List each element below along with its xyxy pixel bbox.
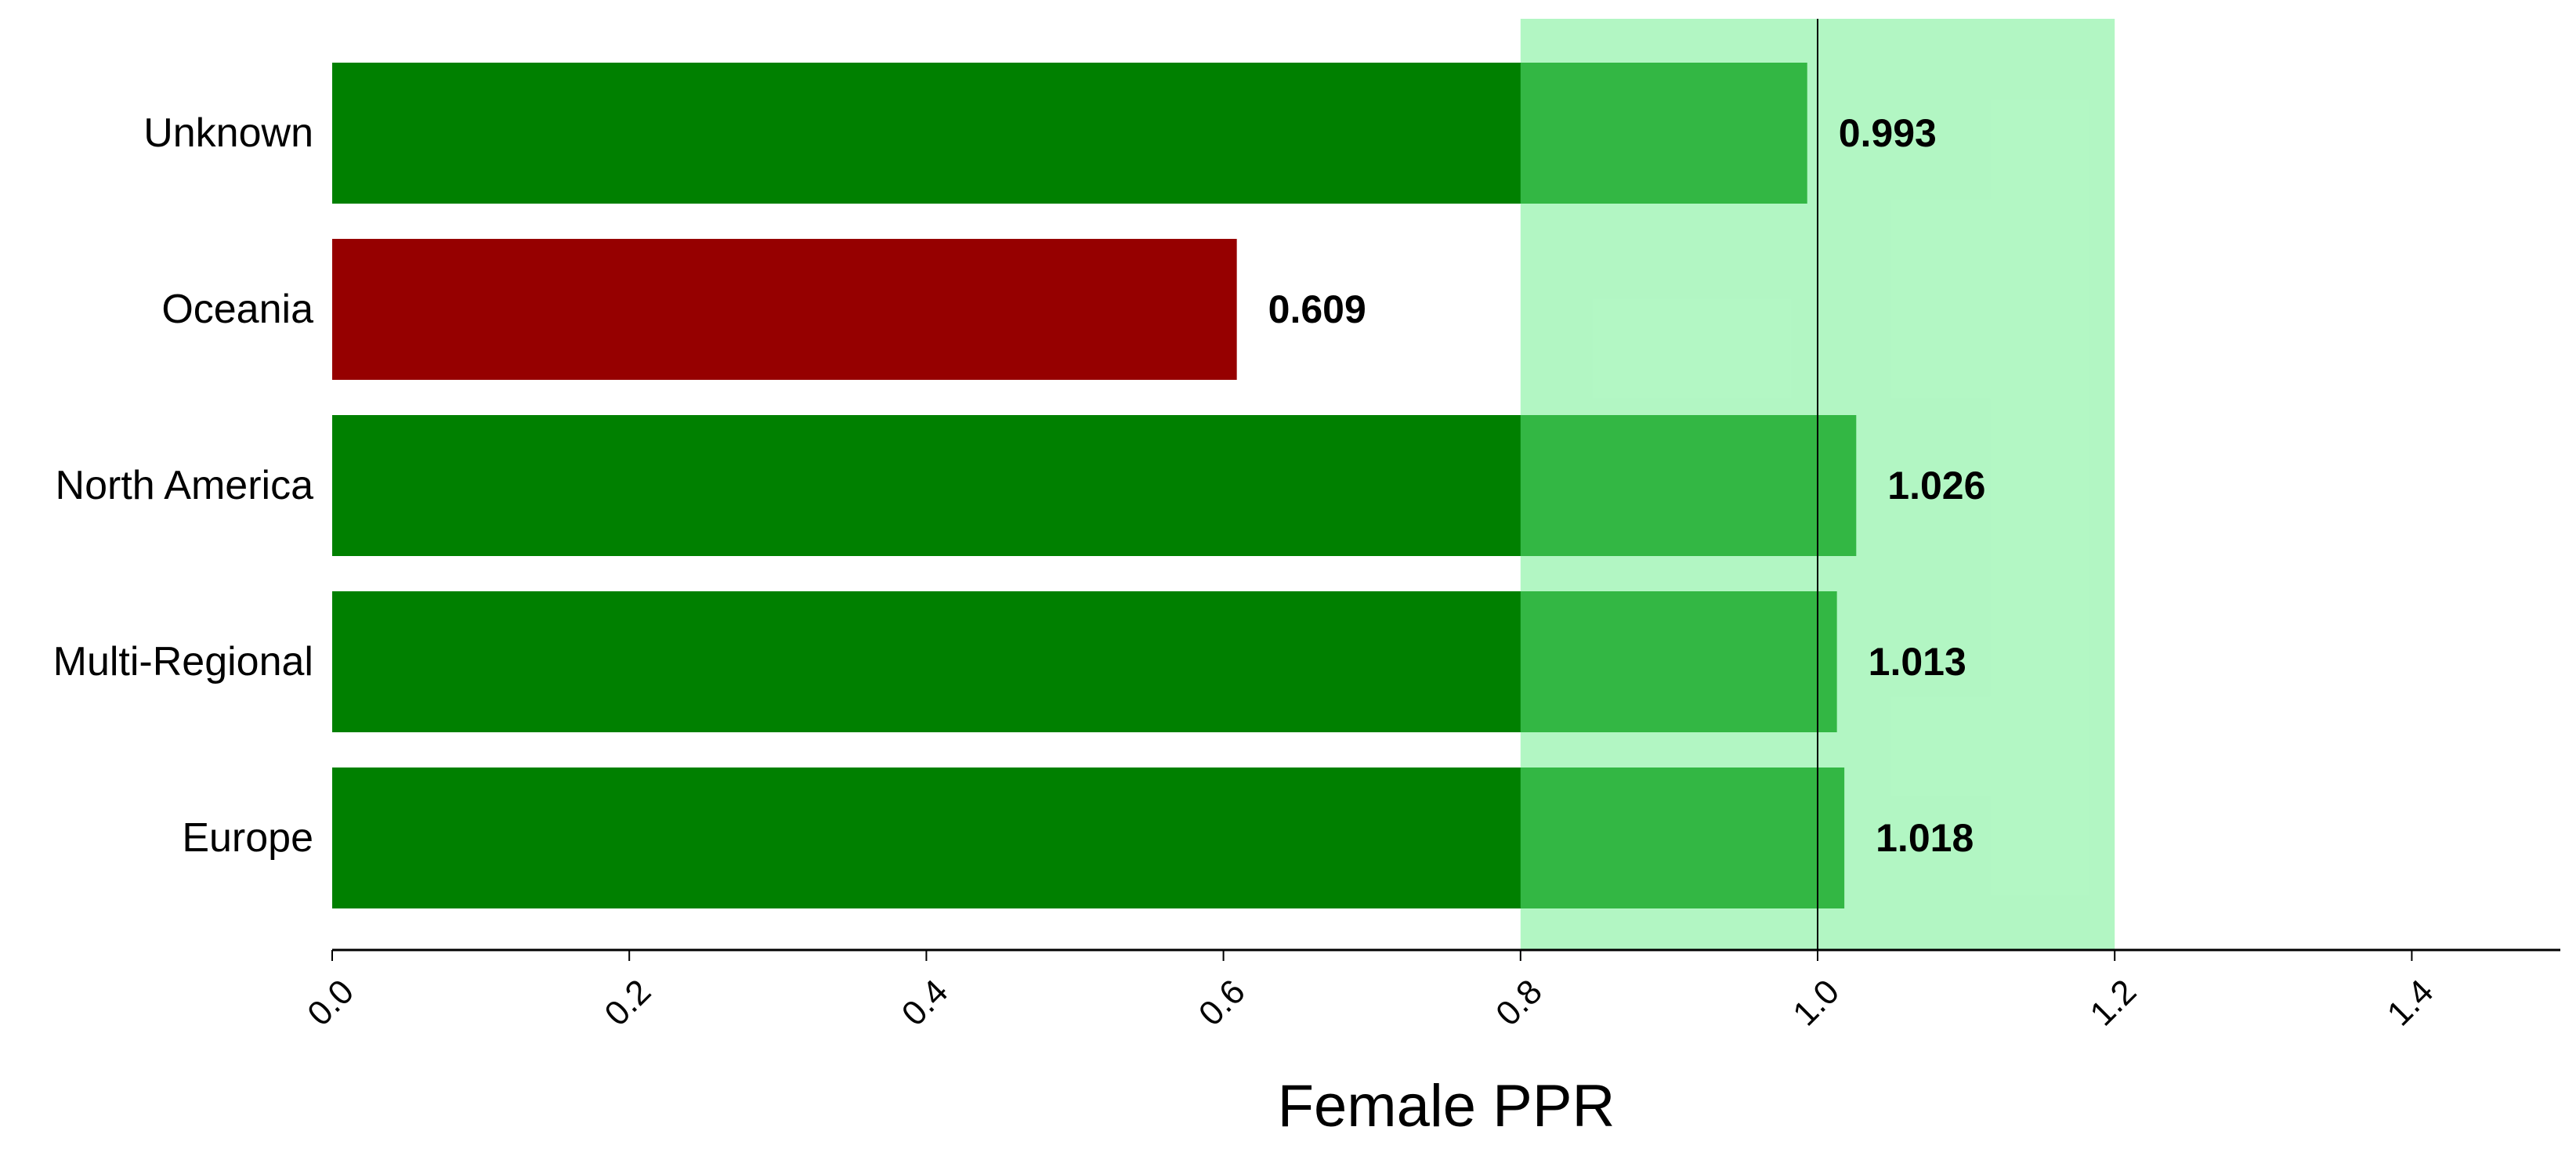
x-tick-label: 0.6 <box>1192 972 1253 1033</box>
value-label: 0.993 <box>1839 111 1937 155</box>
y-axis-labels: Unknown Oceania North America Multi-Regiona… <box>53 110 313 861</box>
x-tick-label: 1.2 <box>2082 972 2144 1033</box>
value-label: 1.013 <box>1869 640 1966 684</box>
value-label: 1.018 <box>1876 816 1974 860</box>
category-label: Multi-Regional <box>53 639 313 684</box>
category-label: Unknown <box>143 110 313 156</box>
value-labels: 0.993 0.609 1.026 1.013 1.018 <box>1268 111 1986 860</box>
x-tick-label: 0.8 <box>1489 972 1550 1033</box>
x-axis: 0.0 0.2 0.4 0.6 0.8 1.0 1.2 1.4 <box>300 948 2560 1033</box>
category-label: North America <box>56 463 314 508</box>
x-tick-label: 0.4 <box>895 972 956 1033</box>
x-tick-label: 0.2 <box>597 972 658 1033</box>
value-label: 0.609 <box>1268 287 1366 331</box>
bar-oceania <box>332 239 1237 380</box>
x-tick-label: 0.0 <box>300 972 361 1033</box>
category-label: Europe <box>182 815 313 861</box>
x-tick-label: 1.4 <box>2380 972 2441 1033</box>
category-label: Oceania <box>161 287 313 332</box>
value-label: 1.026 <box>1887 464 1985 507</box>
x-tick-label: 1.0 <box>1785 972 1847 1033</box>
x-axis-title: Female PPR <box>1278 1073 1615 1140</box>
